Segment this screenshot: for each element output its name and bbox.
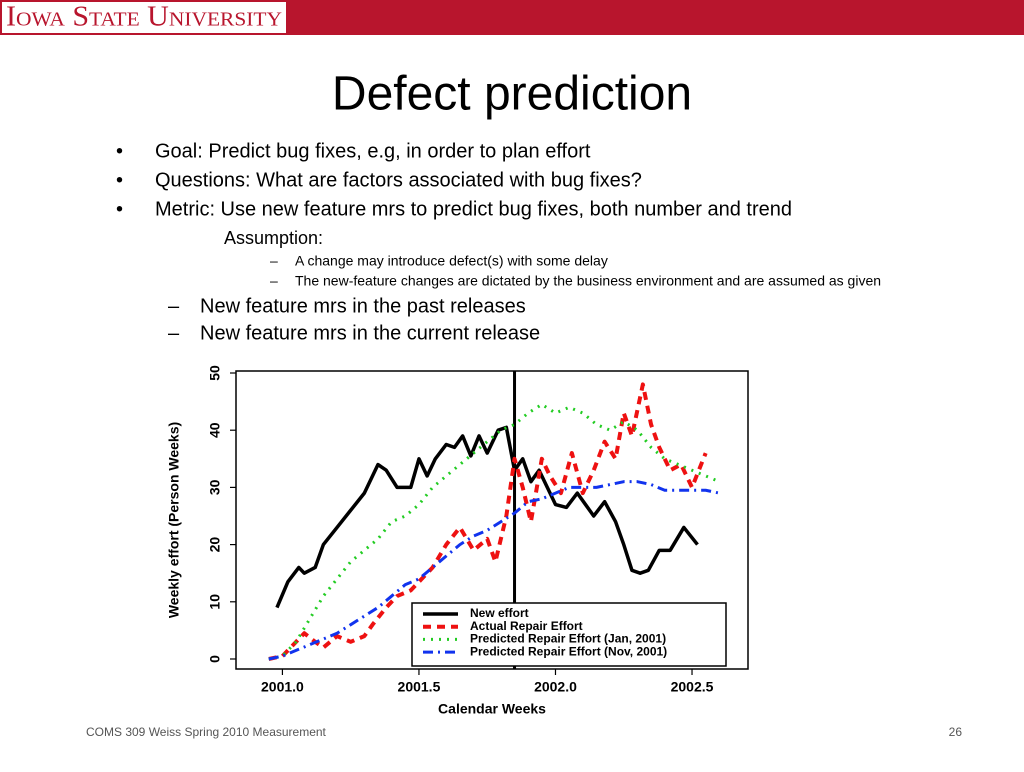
logo: Iowa State University <box>6 1 282 32</box>
assumption-item: A change may introduce defect(s) with so… <box>295 253 608 269</box>
footer-text: COMS 309 Weiss Spring 2010 Measurement <box>86 725 327 739</box>
legend-label: Actual Repair Effort <box>470 619 583 633</box>
bullet-dash: – <box>168 295 180 317</box>
sub-bullet: New feature mrs in the current release <box>200 322 540 344</box>
bullet-dash: – <box>270 273 278 289</box>
legend-label: New effort <box>470 606 529 620</box>
x-axis-label: Calendar Weeks <box>438 701 546 717</box>
x-tick-label: 2002.5 <box>671 679 714 695</box>
bullet-dot: • <box>116 169 123 191</box>
x-tick-label: 2001.0 <box>261 679 304 695</box>
y-axis-label: Weekly effort (Person Weeks) <box>166 422 182 618</box>
logo-box <box>2 2 286 33</box>
bullet: Questions: What are factors associated w… <box>155 169 642 191</box>
bullet-dash: – <box>168 322 180 344</box>
chart: Calendar Weeks Weekly effort (Person Wee… <box>166 365 749 717</box>
page-number: 26 <box>949 725 963 739</box>
series-line <box>268 382 708 661</box>
x-tick-label: 2002.0 <box>534 679 577 695</box>
y-tick-label: 10 <box>207 594 223 610</box>
legend-label: Predicted Repair Effort (Jan, 2001) <box>470 632 666 646</box>
legend-box <box>411 602 727 667</box>
y-tick-label: 20 <box>207 537 223 553</box>
y-tick-label: 30 <box>207 479 223 495</box>
assumption-item: The new-feature changes are dictated by … <box>295 273 881 289</box>
x-tick-label: 2001.5 <box>398 679 441 695</box>
sub-bullet: New feature mrs in the past releases <box>200 295 526 317</box>
bullet: Goal: Predict bug fixes, e.g, in order t… <box>155 140 591 162</box>
bullet-dash: – <box>270 253 278 269</box>
y-tick-label: 0 <box>207 655 223 663</box>
series-line <box>275 425 699 609</box>
legend-label: Predicted Repair Effort (Nov, 2001) <box>470 644 667 658</box>
series-line <box>268 480 720 661</box>
y-tick-label: 50 <box>207 365 223 381</box>
bullet-list: • Goal: Predict bug fixes, e.g, in order… <box>116 140 881 344</box>
bullet-dot: • <box>116 140 123 162</box>
bullet-dot: • <box>116 198 123 220</box>
bullet: Metric: Use new feature mrs to predict b… <box>155 198 792 220</box>
y-tick-label: 40 <box>207 422 223 438</box>
slide-title: Defect prediction <box>332 68 692 121</box>
assumption-label: Assumption: <box>224 228 323 248</box>
